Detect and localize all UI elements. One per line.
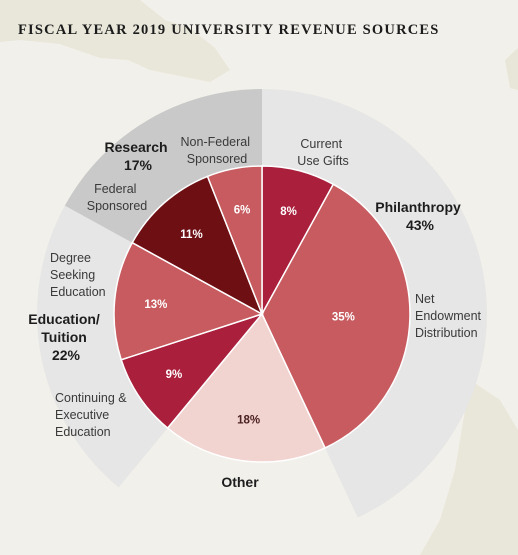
- percent-labels: 8% 35% 18% 9% 13% 11% 6%: [144, 204, 355, 426]
- category-label-line: Seeking: [50, 268, 95, 282]
- category-label-degree-seeking-education: Degree Seeking Education: [50, 251, 106, 299]
- category-label-line: Use Gifts: [297, 154, 348, 168]
- group-label-research: Research 17%: [105, 139, 172, 173]
- slice-value-label: 13%: [144, 299, 167, 311]
- category-label-line: Current: [300, 137, 342, 151]
- category-label-line: Endowment: [415, 309, 482, 323]
- group-label-other: Other: [221, 474, 259, 490]
- group-label-line: Tuition: [41, 329, 87, 345]
- slice-degree-seeking-education: [113, 241, 264, 361]
- category-label-line: Executive: [55, 408, 109, 422]
- group-label-line: Philanthropy: [375, 199, 461, 215]
- category-label-line: Distribution: [415, 326, 478, 340]
- group-label-philanthropy: Philanthropy 43%: [375, 199, 464, 233]
- slice-value-label: 8%: [280, 206, 297, 218]
- category-label-line: Federal: [94, 182, 136, 196]
- slice-value-label: 18%: [237, 415, 260, 427]
- slice-value-label: 6%: [234, 204, 251, 216]
- category-label-non-federal-sponsored: Non-Federal Sponsored: [181, 135, 254, 166]
- slice-net-endowment-distribution: [261, 183, 411, 449]
- category-label-line: Non-Federal: [181, 135, 250, 149]
- category-label-line: Education: [50, 285, 106, 299]
- slice-federal-sponsored: [131, 175, 264, 316]
- category-label-federal-sponsored: Federal Sponsored: [87, 182, 148, 213]
- slice-non-federal-sponsored: [206, 165, 263, 315]
- category-label-line: Sponsored: [187, 152, 248, 166]
- category-label-continuing-executive-education: Continuing & Executive Education: [55, 391, 130, 439]
- slice-continuing-executive-education: [120, 312, 265, 430]
- group-value: 22%: [52, 347, 81, 363]
- slice-value-label: 35%: [332, 312, 355, 324]
- background-land-shape: [420, 380, 518, 555]
- slice-value-label: 9%: [166, 369, 183, 381]
- category-label-line: Degree: [50, 251, 91, 265]
- background-land-shape: [505, 48, 518, 90]
- category-label-line: Sponsored: [87, 199, 148, 213]
- category-label-line: Net: [415, 292, 435, 306]
- group-label-line: Research: [105, 139, 168, 155]
- category-label-net-endowment-distribution: Net Endowment Distribution: [415, 292, 485, 340]
- category-label-current-use-gifts: Current Use Gifts: [297, 137, 348, 168]
- group-label-education-tuition: Education/ Tuition 22%: [28, 311, 103, 363]
- background-land-shape: [0, 0, 230, 82]
- group-label-line: Education/: [28, 311, 100, 327]
- slice-other: [166, 312, 327, 463]
- category-label-line: Continuing &: [55, 391, 127, 405]
- group-value: 43%: [406, 217, 435, 233]
- category-label-line: Education: [55, 425, 111, 439]
- group-value: 17%: [124, 157, 153, 173]
- pie-slices: [113, 165, 411, 463]
- chart-title: FISCAL YEAR 2019 UNIVERSITY REVENUE SOUR…: [18, 22, 440, 38]
- slice-value-label: 11%: [180, 229, 202, 241]
